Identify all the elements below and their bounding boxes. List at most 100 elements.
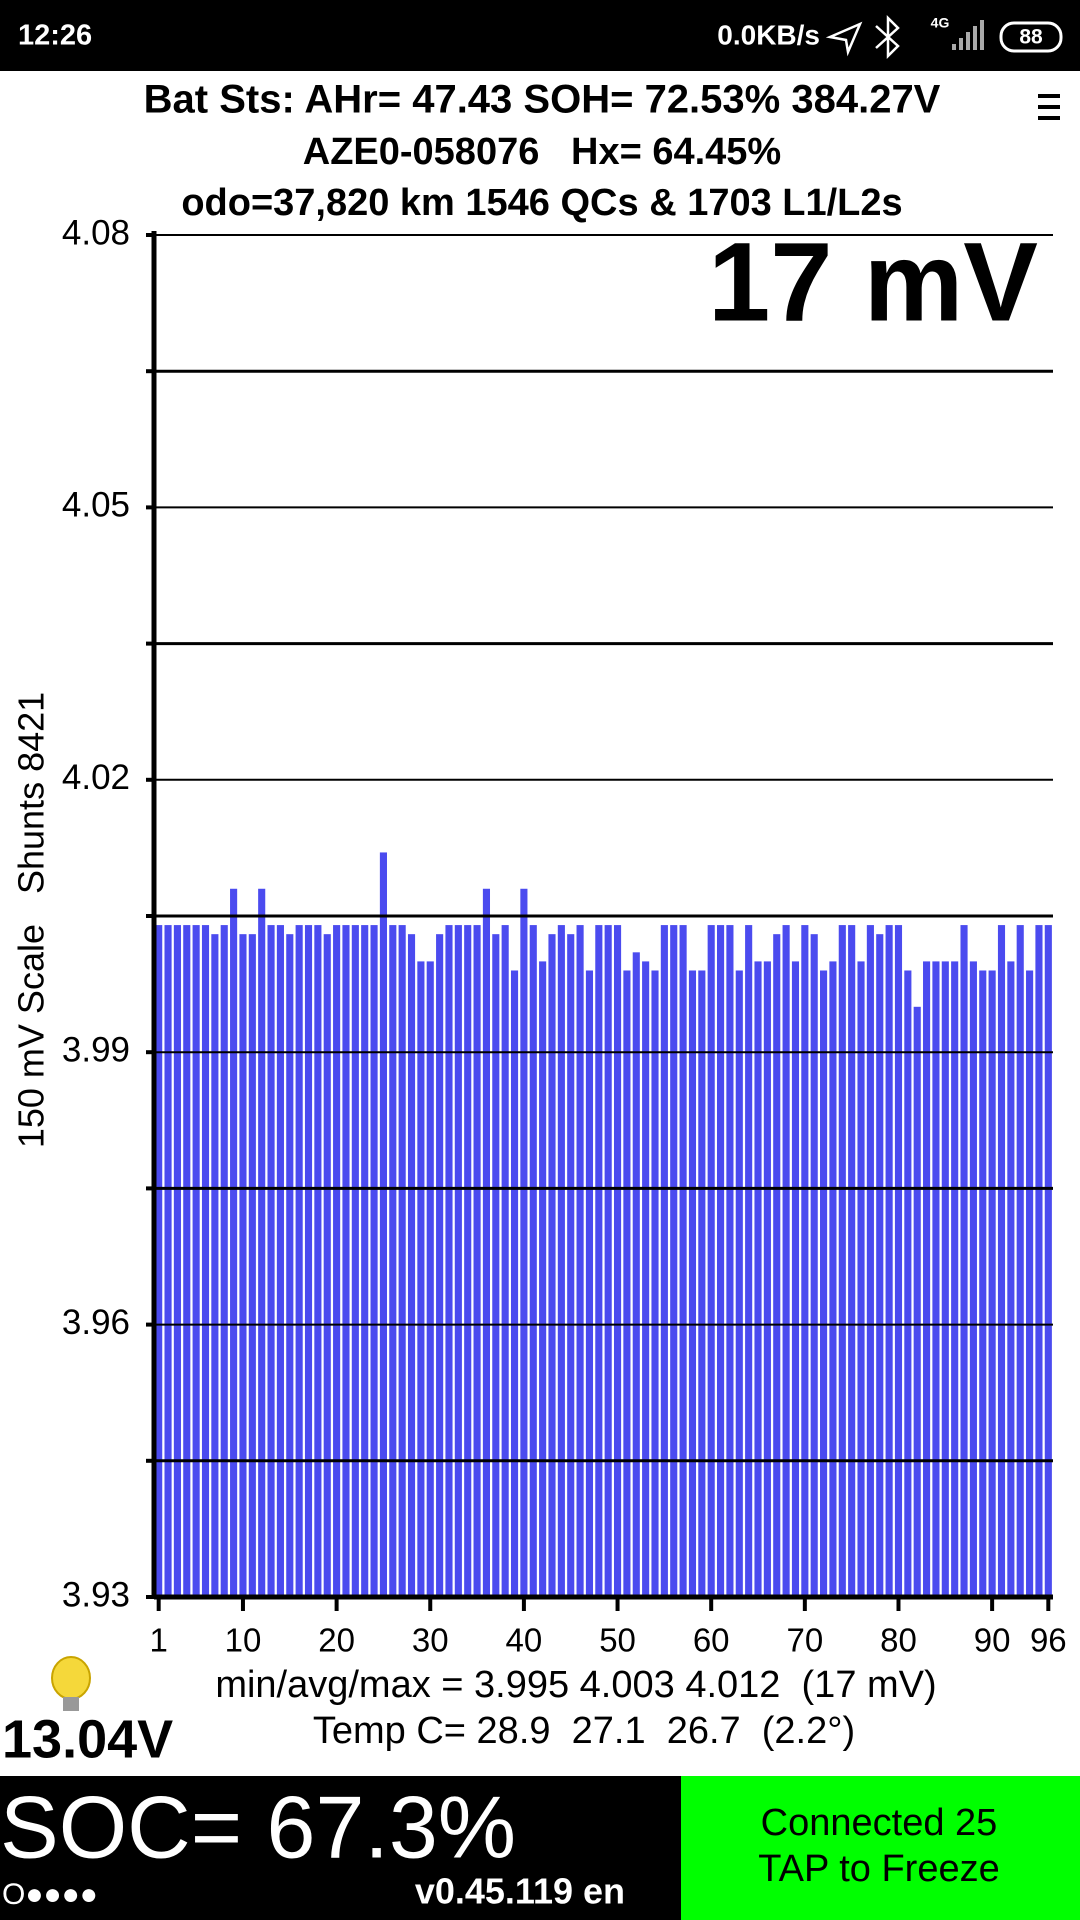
bar <box>286 934 294 1597</box>
bar <box>1007 961 1015 1597</box>
bar <box>183 925 191 1597</box>
x-tick-label: 30 <box>412 1622 449 1659</box>
stats-text: min/avg/max = 3.995 4.003 4.012 (17 mV) <box>215 1664 936 1706</box>
bar <box>323 934 331 1597</box>
battery-icon <box>999 21 1063 53</box>
bottom-panel <box>0 1776 681 1920</box>
bar <box>876 934 884 1597</box>
bar <box>201 925 210 1597</box>
bar <box>707 925 715 1597</box>
bar <box>848 925 856 1597</box>
bar <box>276 925 284 1597</box>
y-tick-label: 3.99 <box>62 1030 130 1069</box>
bar <box>342 925 350 1597</box>
bar <box>810 934 818 1597</box>
bar <box>632 952 640 1597</box>
status-signal: 4G <box>931 15 950 31</box>
header-line: odo=37,820 km 1546 QCs & 1703 L1/L2s <box>181 182 902 224</box>
bar <box>539 961 547 1597</box>
bar <box>613 925 622 1597</box>
bar <box>267 925 275 1597</box>
bar <box>941 961 949 1597</box>
x-tick-label: 70 <box>786 1622 823 1659</box>
bar <box>688 970 697 1597</box>
bar <box>239 934 247 1597</box>
bar <box>820 970 828 1597</box>
bar <box>520 888 528 1597</box>
status-bar <box>0 0 1080 71</box>
bar <box>698 970 706 1597</box>
x-tick-label: 60 <box>693 1622 730 1659</box>
bar <box>304 925 313 1597</box>
menu-icon[interactable] <box>1038 94 1060 120</box>
bar <box>548 934 556 1597</box>
x-tick-label: 40 <box>506 1622 543 1659</box>
x-tick-label: 1 <box>150 1622 168 1659</box>
y-tick-label: 4.02 <box>62 758 130 797</box>
status-network: 0.0KB/s <box>717 19 820 50</box>
bar <box>492 934 500 1597</box>
bar <box>529 925 537 1597</box>
bulb-icon <box>51 1656 91 1711</box>
bar <box>426 961 434 1597</box>
bar <box>866 925 874 1597</box>
bar <box>642 961 650 1597</box>
bar <box>763 961 771 1597</box>
location-icon <box>825 21 863 57</box>
bar <box>389 925 397 1597</box>
x-tick-label: 90 <box>974 1622 1011 1659</box>
x-tick-label: 10 <box>225 1622 262 1659</box>
bar <box>501 925 509 1597</box>
bluetooth-icon <box>875 14 900 60</box>
bar <box>754 961 762 1597</box>
bar <box>230 888 238 1597</box>
bar <box>679 925 687 1597</box>
soc-text: SOC= 67.3% <box>0 1777 516 1876</box>
bar <box>192 925 200 1597</box>
bar <box>904 970 912 1597</box>
freeze-button[interactable] <box>681 1776 1080 1920</box>
bar <box>932 961 940 1597</box>
bar <box>173 925 181 1597</box>
button-text: TAP to Freeze <box>758 1848 999 1890</box>
voltage-text: 13.04V <box>2 1709 173 1769</box>
header-line: Bat Sts: AHr= 47.43 SOH= 72.53% 384.27V <box>144 78 941 122</box>
status-battery: 88 <box>1019 26 1043 49</box>
bar <box>670 925 678 1597</box>
bar <box>894 925 903 1597</box>
bar <box>745 925 753 1597</box>
y-tick-label: 3.93 <box>62 1575 130 1614</box>
bar <box>417 961 425 1597</box>
x-tick-label: 50 <box>599 1622 636 1659</box>
bar <box>351 925 359 1597</box>
bar <box>960 925 968 1597</box>
bar <box>407 934 416 1597</box>
bar <box>997 925 1006 1597</box>
plot: 3.93 3.96 3.99 4.02 4.05 4.08 1 10 20 30 40 50 60 70 8… <box>62 213 1067 1658</box>
bar <box>726 925 734 1597</box>
bar <box>164 925 172 1597</box>
bar <box>361 925 369 1597</box>
bar <box>370 925 378 1597</box>
bar <box>211 934 219 1597</box>
bar <box>595 925 603 1597</box>
bar <box>1026 970 1034 1597</box>
bar <box>585 970 594 1597</box>
bar <box>436 934 444 1597</box>
bar <box>473 925 481 1597</box>
bar <box>829 961 837 1597</box>
bar <box>885 925 893 1597</box>
bar <box>735 970 743 1597</box>
bar <box>258 888 266 1597</box>
bar <box>248 934 256 1597</box>
bar <box>1016 925 1024 1597</box>
bar <box>155 925 163 1597</box>
x-tick-label: 20 <box>318 1622 355 1659</box>
bar <box>923 961 931 1597</box>
header-line: AZE0-058076 Hx= 64.45% <box>303 131 781 173</box>
bar <box>464 925 472 1597</box>
bar <box>314 925 322 1597</box>
version-text: v0.45.119 en <box>415 1871 625 1912</box>
bar <box>445 925 453 1597</box>
delta-annotation: 17 mV <box>708 220 1038 345</box>
